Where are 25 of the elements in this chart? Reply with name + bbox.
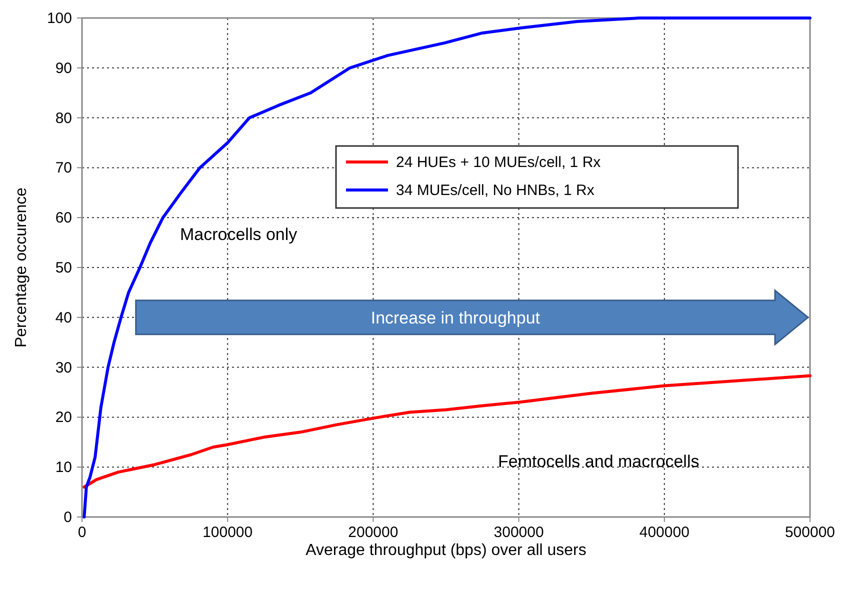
annotation: Femtocells and macrocells — [498, 452, 700, 471]
y-axis-title: Percentage occurence — [13, 187, 30, 348]
y-tick-label: 30 — [55, 359, 72, 376]
y-tick-label: 100 — [46, 10, 72, 27]
x-axis-title: Average throughput (bps) over all users — [306, 542, 586, 559]
y-tick-label: 50 — [55, 260, 72, 276]
y-tick-label: 60 — [55, 210, 72, 227]
y-tick-label: 0 — [64, 509, 72, 526]
y-tick-label: 80 — [55, 110, 72, 127]
y-tick-label: 20 — [55, 409, 72, 426]
x-tick-label: 100000 — [202, 524, 253, 541]
x-tick-label: 200000 — [348, 524, 398, 541]
annotation: Macrocells only — [180, 225, 298, 244]
annotation: Increase in throughput — [370, 308, 540, 328]
y-tick-label: 10 — [55, 459, 72, 476]
y-tick-label: 40 — [55, 309, 72, 326]
line-series — [82, 374, 812, 489]
x-tick-label: 500000 — [784, 524, 836, 541]
y-tick-label: 90 — [55, 60, 72, 77]
y-tick-label: 70 — [55, 160, 72, 177]
legend-label: 34 MUEs/cell, No HNBs, 1 Rx — [396, 182, 595, 199]
x-tick-label: 300000 — [494, 524, 544, 541]
x-tick-label: 400000 — [639, 524, 690, 541]
x-tick-label: 0 — [78, 524, 86, 541]
legend-label: 24 HUEs + 10 MUEs/cell, 1 Rx — [396, 154, 602, 171]
